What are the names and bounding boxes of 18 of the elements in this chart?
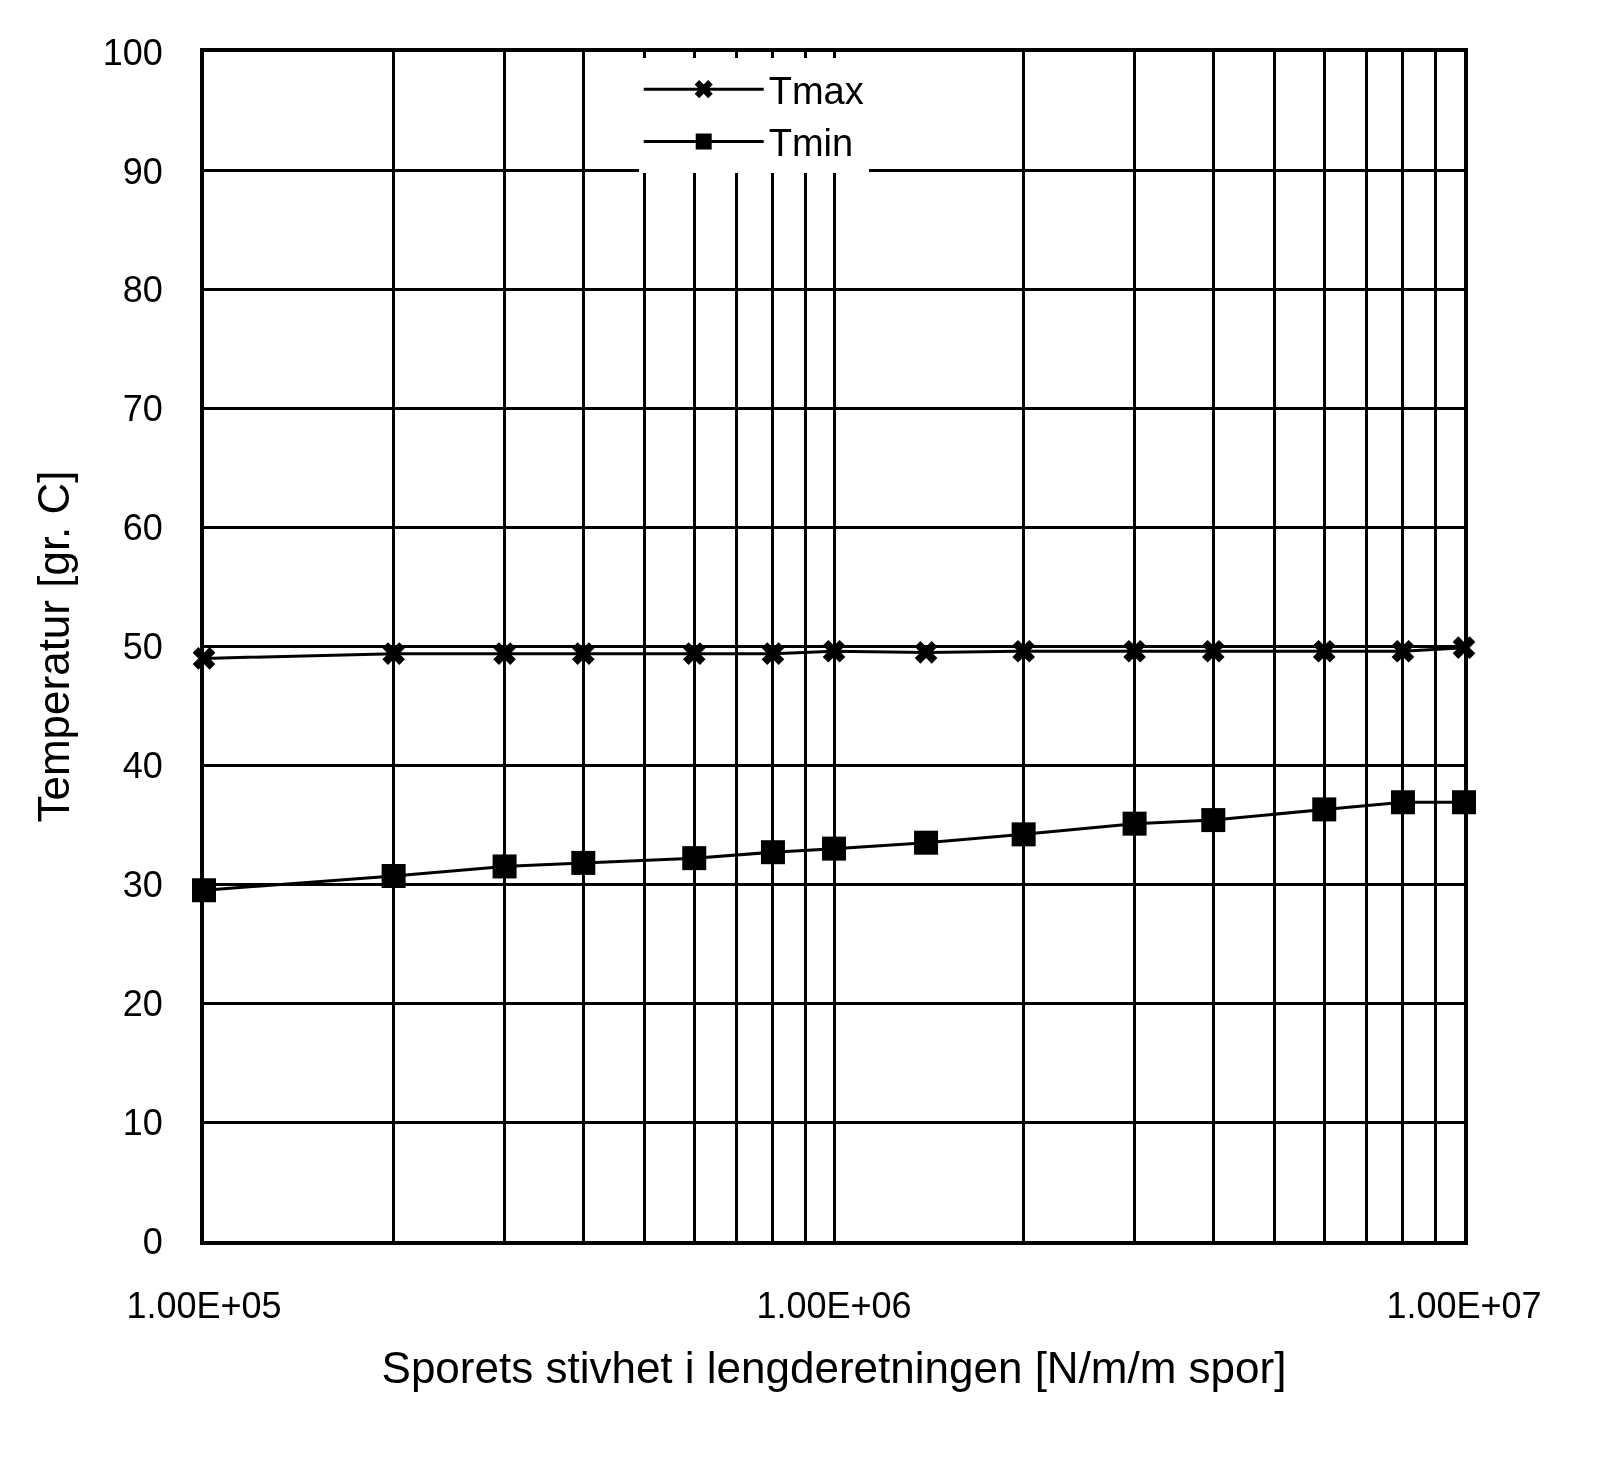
y-tick-label: 60 xyxy=(122,507,163,549)
y-tick-label: 40 xyxy=(122,745,163,786)
x-tick-label: 1.00E+07 xyxy=(1386,1285,1542,1327)
y-axis-title: Temperatur [gr. C] xyxy=(29,470,79,823)
legend-label: Tmin xyxy=(768,122,854,165)
y-tick-label: 10 xyxy=(122,1101,163,1143)
y-tick-label: 0 xyxy=(142,1220,163,1262)
legend-label: Tmax xyxy=(768,69,864,112)
y-tick-label: 30 xyxy=(122,863,163,905)
y-tick-label: 80 xyxy=(122,269,163,311)
y-tick-label: 20 xyxy=(122,982,163,1024)
x-tick-label: 1.00E+05 xyxy=(126,1285,282,1327)
y-tick-label: 90 xyxy=(122,150,163,192)
y-tick-label: 70 xyxy=(122,388,163,430)
x-axis-title: Sporets stivhet i lengderetningen [N/m/m spor] xyxy=(381,1343,1287,1392)
y-tick-label: 100 xyxy=(102,31,163,73)
x-tick-label: 1.00E+06 xyxy=(756,1285,912,1327)
y-tick-label: 50 xyxy=(122,626,163,668)
